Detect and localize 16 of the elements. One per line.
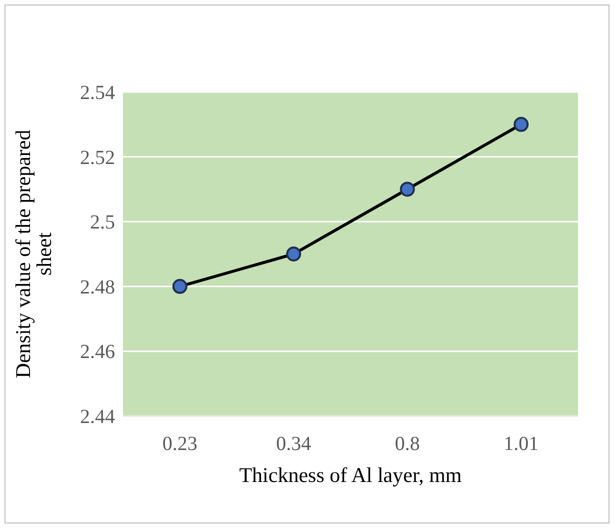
- y-tick-label: 2.46: [80, 341, 115, 364]
- point: [172, 278, 188, 294]
- y-tick-label: 2.54: [80, 82, 115, 104]
- x-tick-label: 0.23: [162, 433, 198, 455]
- x-axis-title: Thickness of Al layer, mm: [239, 463, 462, 487]
- y-tick-label: 2.52: [80, 146, 115, 169]
- y-tick-label: 2.44: [80, 406, 115, 428]
- x-tick-label: 1.01: [504, 433, 539, 455]
- y-tick-label: 2.48: [80, 276, 115, 298]
- x-tick-label: 0.34: [276, 433, 312, 455]
- point: [286, 246, 302, 262]
- point: [514, 116, 529, 132]
- x-tick-label: 0.8: [394, 433, 420, 455]
- y-axis-title: Density value of the prepared sheet: [11, 129, 56, 378]
- y-tick-label: 2.5: [90, 212, 115, 234]
- point: [400, 182, 415, 197]
